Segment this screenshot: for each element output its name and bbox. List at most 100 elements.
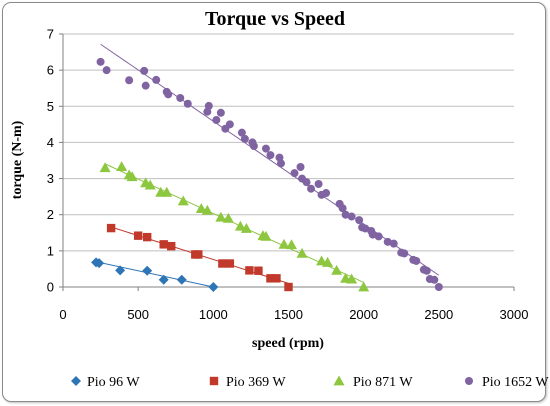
data-point (341, 210, 350, 219)
data-point (144, 179, 156, 190)
data-point (126, 171, 138, 182)
data-point (208, 282, 219, 292)
x-tick-label: 1000 (199, 307, 228, 322)
y-tick-label: 2 (47, 207, 54, 222)
data-point (106, 223, 116, 233)
data-point (361, 224, 370, 233)
data-point (225, 120, 234, 129)
y-tick-label: 3 (47, 171, 54, 186)
data-point (374, 232, 383, 241)
trendline (95, 261, 214, 288)
legend-label: Pio 369 W (226, 375, 286, 390)
data-point (412, 256, 421, 265)
data-point (389, 239, 398, 248)
y-tick-label: 7 (47, 27, 54, 42)
data-point (216, 108, 225, 117)
x-tick-label: 2500 (424, 307, 453, 322)
axes (59, 33, 515, 291)
y-tick-label: 4 (47, 135, 54, 150)
data-point (355, 216, 364, 225)
data-point (284, 282, 293, 292)
legend-label: Pio 871 W (353, 375, 413, 390)
data-point (296, 163, 305, 172)
x-tick-label: 500 (127, 307, 149, 322)
chart-title: Torque vs Speed (205, 8, 345, 30)
data-point (152, 75, 161, 84)
data-point (218, 259, 227, 268)
data-point (368, 230, 377, 239)
data-point (430, 275, 439, 284)
data-point (237, 128, 246, 137)
data-point (346, 273, 358, 284)
x-tick-labels: 0 500 1000 1500 2000 2500 3000 (59, 307, 528, 322)
data-point (302, 178, 311, 187)
y-tick-label: 0 (47, 280, 54, 295)
data-point (307, 184, 316, 193)
data-point (142, 265, 153, 276)
data-point (314, 179, 323, 188)
data-point (254, 266, 263, 275)
y-axis-title: torque (N-m) (10, 120, 25, 199)
data-point (177, 195, 189, 206)
data-point (260, 230, 272, 241)
data-point (225, 259, 235, 268)
data-point (286, 239, 298, 250)
data-point (422, 266, 431, 275)
x-tick-label: 2000 (349, 307, 378, 322)
data-point (116, 161, 128, 172)
data-point (194, 250, 203, 259)
legend-marker (465, 377, 473, 385)
data-point (338, 204, 347, 213)
data-point (383, 237, 392, 246)
data-point (331, 264, 343, 275)
legend-marker (71, 376, 81, 386)
data-point (140, 66, 149, 75)
data-point (296, 247, 308, 258)
y-tick-label: 1 (47, 243, 54, 258)
data-point (142, 232, 152, 242)
data-point (161, 186, 173, 197)
y-tick-label: 6 (47, 63, 54, 78)
data-point (133, 231, 143, 240)
data-point (276, 159, 285, 168)
data-point (322, 256, 334, 267)
gridlines (63, 33, 514, 252)
legend-marker (209, 376, 219, 386)
data-point (102, 66, 111, 75)
data-point (400, 249, 409, 258)
data-point (234, 220, 246, 231)
data-point (159, 240, 168, 249)
x-axis-title: speed (rpm) (252, 336, 324, 351)
data-point (212, 116, 221, 125)
data-point (290, 169, 299, 178)
data-point (176, 274, 187, 285)
data-point (347, 212, 356, 221)
data-point (272, 274, 281, 283)
data-point (240, 134, 249, 143)
data-point (278, 238, 290, 249)
x-tick-label: 1500 (274, 307, 303, 322)
data-point (434, 283, 443, 291)
data-point (204, 101, 213, 110)
legend-marker (333, 375, 345, 386)
data-point (158, 274, 169, 285)
data-point (358, 281, 370, 292)
data-point (195, 203, 207, 213)
data-point (266, 274, 275, 283)
data-point (240, 222, 252, 233)
data-point (183, 99, 192, 108)
data-point (167, 241, 176, 251)
data-point (115, 265, 126, 276)
legend-label: Pio 1652 W (482, 375, 549, 390)
data-point (99, 162, 111, 173)
data-point (96, 57, 105, 66)
data-point (215, 211, 227, 222)
x-tick-label: 0 (59, 307, 66, 322)
data-point (222, 212, 234, 223)
data-point (164, 90, 173, 99)
y-tick-label: 5 (47, 99, 54, 114)
data-point (201, 204, 213, 215)
data-point (245, 266, 254, 275)
data-point (176, 93, 185, 102)
